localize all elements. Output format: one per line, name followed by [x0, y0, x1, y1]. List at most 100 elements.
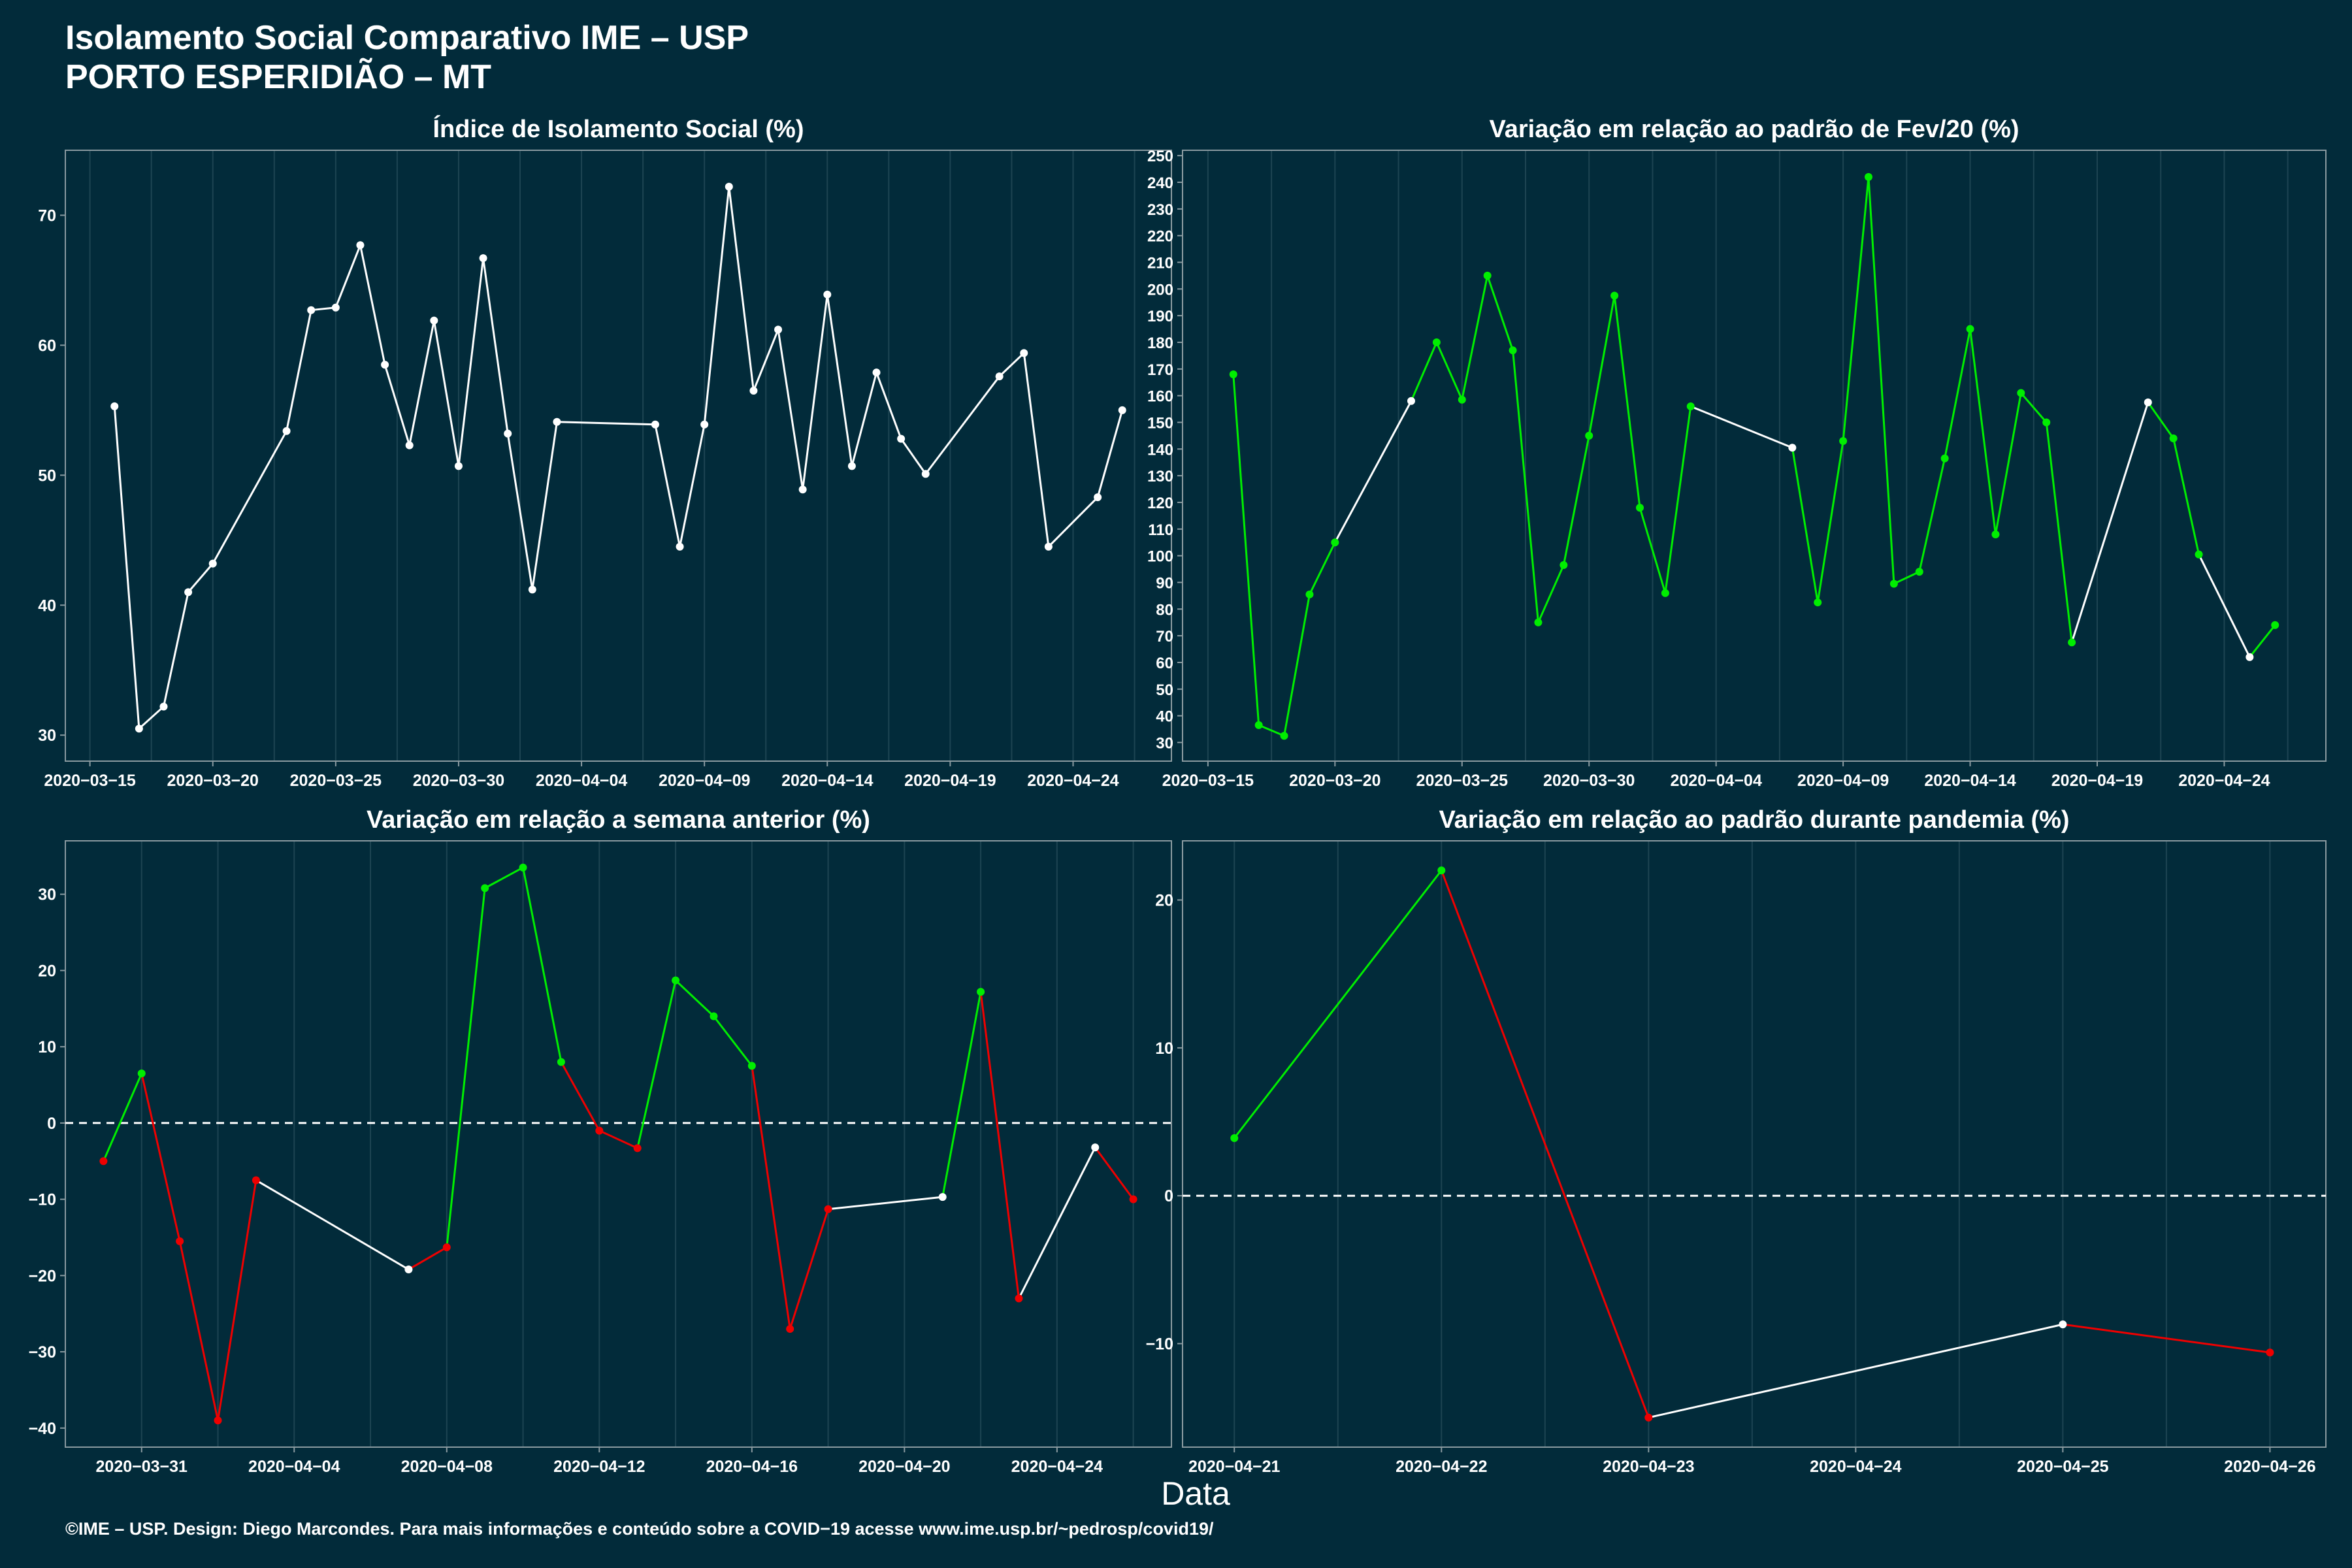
series-segment [1309, 542, 1336, 595]
series-segment [1094, 1147, 1134, 1200]
series-segment [1461, 275, 1489, 400]
series-segment [1410, 342, 1438, 402]
data-point [110, 402, 119, 410]
y-tick-label: 150 [1147, 414, 1173, 432]
y-tick-label: 180 [1147, 335, 1173, 352]
y-tick-label: −20 [29, 1267, 56, 1285]
data-point [1534, 618, 1543, 627]
y-tick-label: −10 [1146, 1335, 1173, 1354]
y-tick-label: 110 [1148, 521, 1173, 539]
y-tick-label: 50 [1156, 681, 1173, 699]
data-point [651, 420, 659, 429]
x-tick-label: 2020−04−04 [248, 1458, 340, 1476]
x-tick-label: 2020−04−14 [781, 772, 874, 790]
data-point [798, 485, 807, 494]
data-point [528, 585, 536, 594]
data-point [1091, 1143, 1100, 1152]
y-tick-label: 70 [1156, 628, 1173, 645]
data-point [2059, 1320, 2067, 1329]
x-tick-label: 2020−04−24 [1011, 1458, 1103, 1476]
data-point [2017, 389, 2025, 397]
y-tick-label: 230 [1147, 201, 1173, 219]
y-tick-label: 60 [1156, 655, 1173, 672]
series-segment [1867, 176, 1895, 584]
data-point [1230, 1134, 1239, 1142]
y-tick-label: −10 [29, 1191, 56, 1209]
y-tick-label: 160 [1147, 388, 1173, 406]
chart-title: Isolamento Social Comparativo IME – USP [65, 19, 749, 57]
y-tick-label: 140 [1147, 441, 1173, 459]
y-tick-label: 170 [1147, 361, 1173, 379]
data-point [847, 462, 856, 470]
series-segment [675, 979, 715, 1017]
y-tick-label: −30 [29, 1343, 56, 1362]
data-point [1129, 1195, 1137, 1203]
x-tick-label: 2020−03−31 [96, 1458, 188, 1476]
footer-credit: ©IME – USP. Design: Diego Marcondes. Par… [65, 1519, 1214, 1539]
x-tick-label: 2020−04−23 [1603, 1458, 1694, 1476]
data-point [208, 559, 217, 568]
data-point [481, 884, 489, 892]
data-point [557, 1058, 565, 1066]
x-tick-label: 2020−03−20 [1289, 772, 1380, 790]
data-point [1432, 338, 1441, 346]
y-tick-label: 190 [1147, 308, 1173, 325]
data-point [214, 1416, 222, 1425]
y-tick-label: 30 [38, 727, 56, 745]
data-point [1661, 589, 1669, 597]
data-point [1814, 598, 1822, 607]
series-segment [826, 294, 853, 466]
panel-pandemia: Variação em relação ao padrão durante pa… [1146, 806, 2327, 1476]
y-tick-label: 0 [1164, 1187, 1173, 1205]
series-segment [384, 364, 411, 446]
data-point [977, 988, 985, 996]
data-point [479, 254, 487, 263]
series-segment [875, 372, 902, 440]
series-segment [998, 352, 1025, 378]
data-point [897, 434, 906, 443]
series-segment [140, 1073, 181, 1242]
panel-border [65, 840, 1172, 1448]
data-point [1940, 454, 1949, 463]
series-segment [654, 424, 681, 547]
x-tick-label: 2020−04−09 [659, 772, 750, 790]
series-segment [1440, 870, 1650, 1418]
series-segment [777, 329, 804, 490]
data-point [1020, 349, 1028, 357]
series-segment [1613, 295, 1641, 508]
series-segment [1690, 405, 1793, 449]
x-tick-label: 2020−04−24 [2178, 772, 2270, 790]
series-segment [1486, 275, 1514, 351]
series-segment [753, 329, 779, 391]
y-tick-label: 100 [1147, 548, 1173, 566]
data-point [1644, 1413, 1653, 1422]
series-segment [703, 186, 730, 425]
x-tick-label: 2020−04−19 [904, 772, 996, 790]
x-tick-label: 2020−03−25 [1416, 772, 1509, 790]
data-point [159, 702, 168, 711]
chart-subtitle: PORTO ESPERIDIÃO – MT [65, 58, 492, 96]
data-point [1915, 568, 1923, 576]
series-segment [1944, 329, 1972, 459]
series-segment [1537, 564, 1565, 623]
data-point [747, 1062, 756, 1070]
panel-border [65, 150, 1172, 762]
data-point [710, 1012, 718, 1021]
data-point [774, 325, 783, 334]
data-point [430, 316, 438, 325]
data-point [595, 1126, 604, 1135]
series-segment [1918, 458, 1946, 572]
data-point [1305, 590, 1314, 598]
data-point [1788, 444, 1797, 452]
series-segment [941, 991, 982, 1198]
data-point [553, 417, 561, 426]
data-point [504, 429, 512, 438]
data-point [1865, 172, 1872, 181]
data-point [282, 427, 291, 435]
data-point [676, 542, 684, 551]
y-tick-label: 240 [1147, 174, 1173, 192]
x-axis-title: Data [1161, 1475, 1230, 1512]
series-segment [2198, 553, 2251, 658]
data-point [99, 1157, 108, 1166]
